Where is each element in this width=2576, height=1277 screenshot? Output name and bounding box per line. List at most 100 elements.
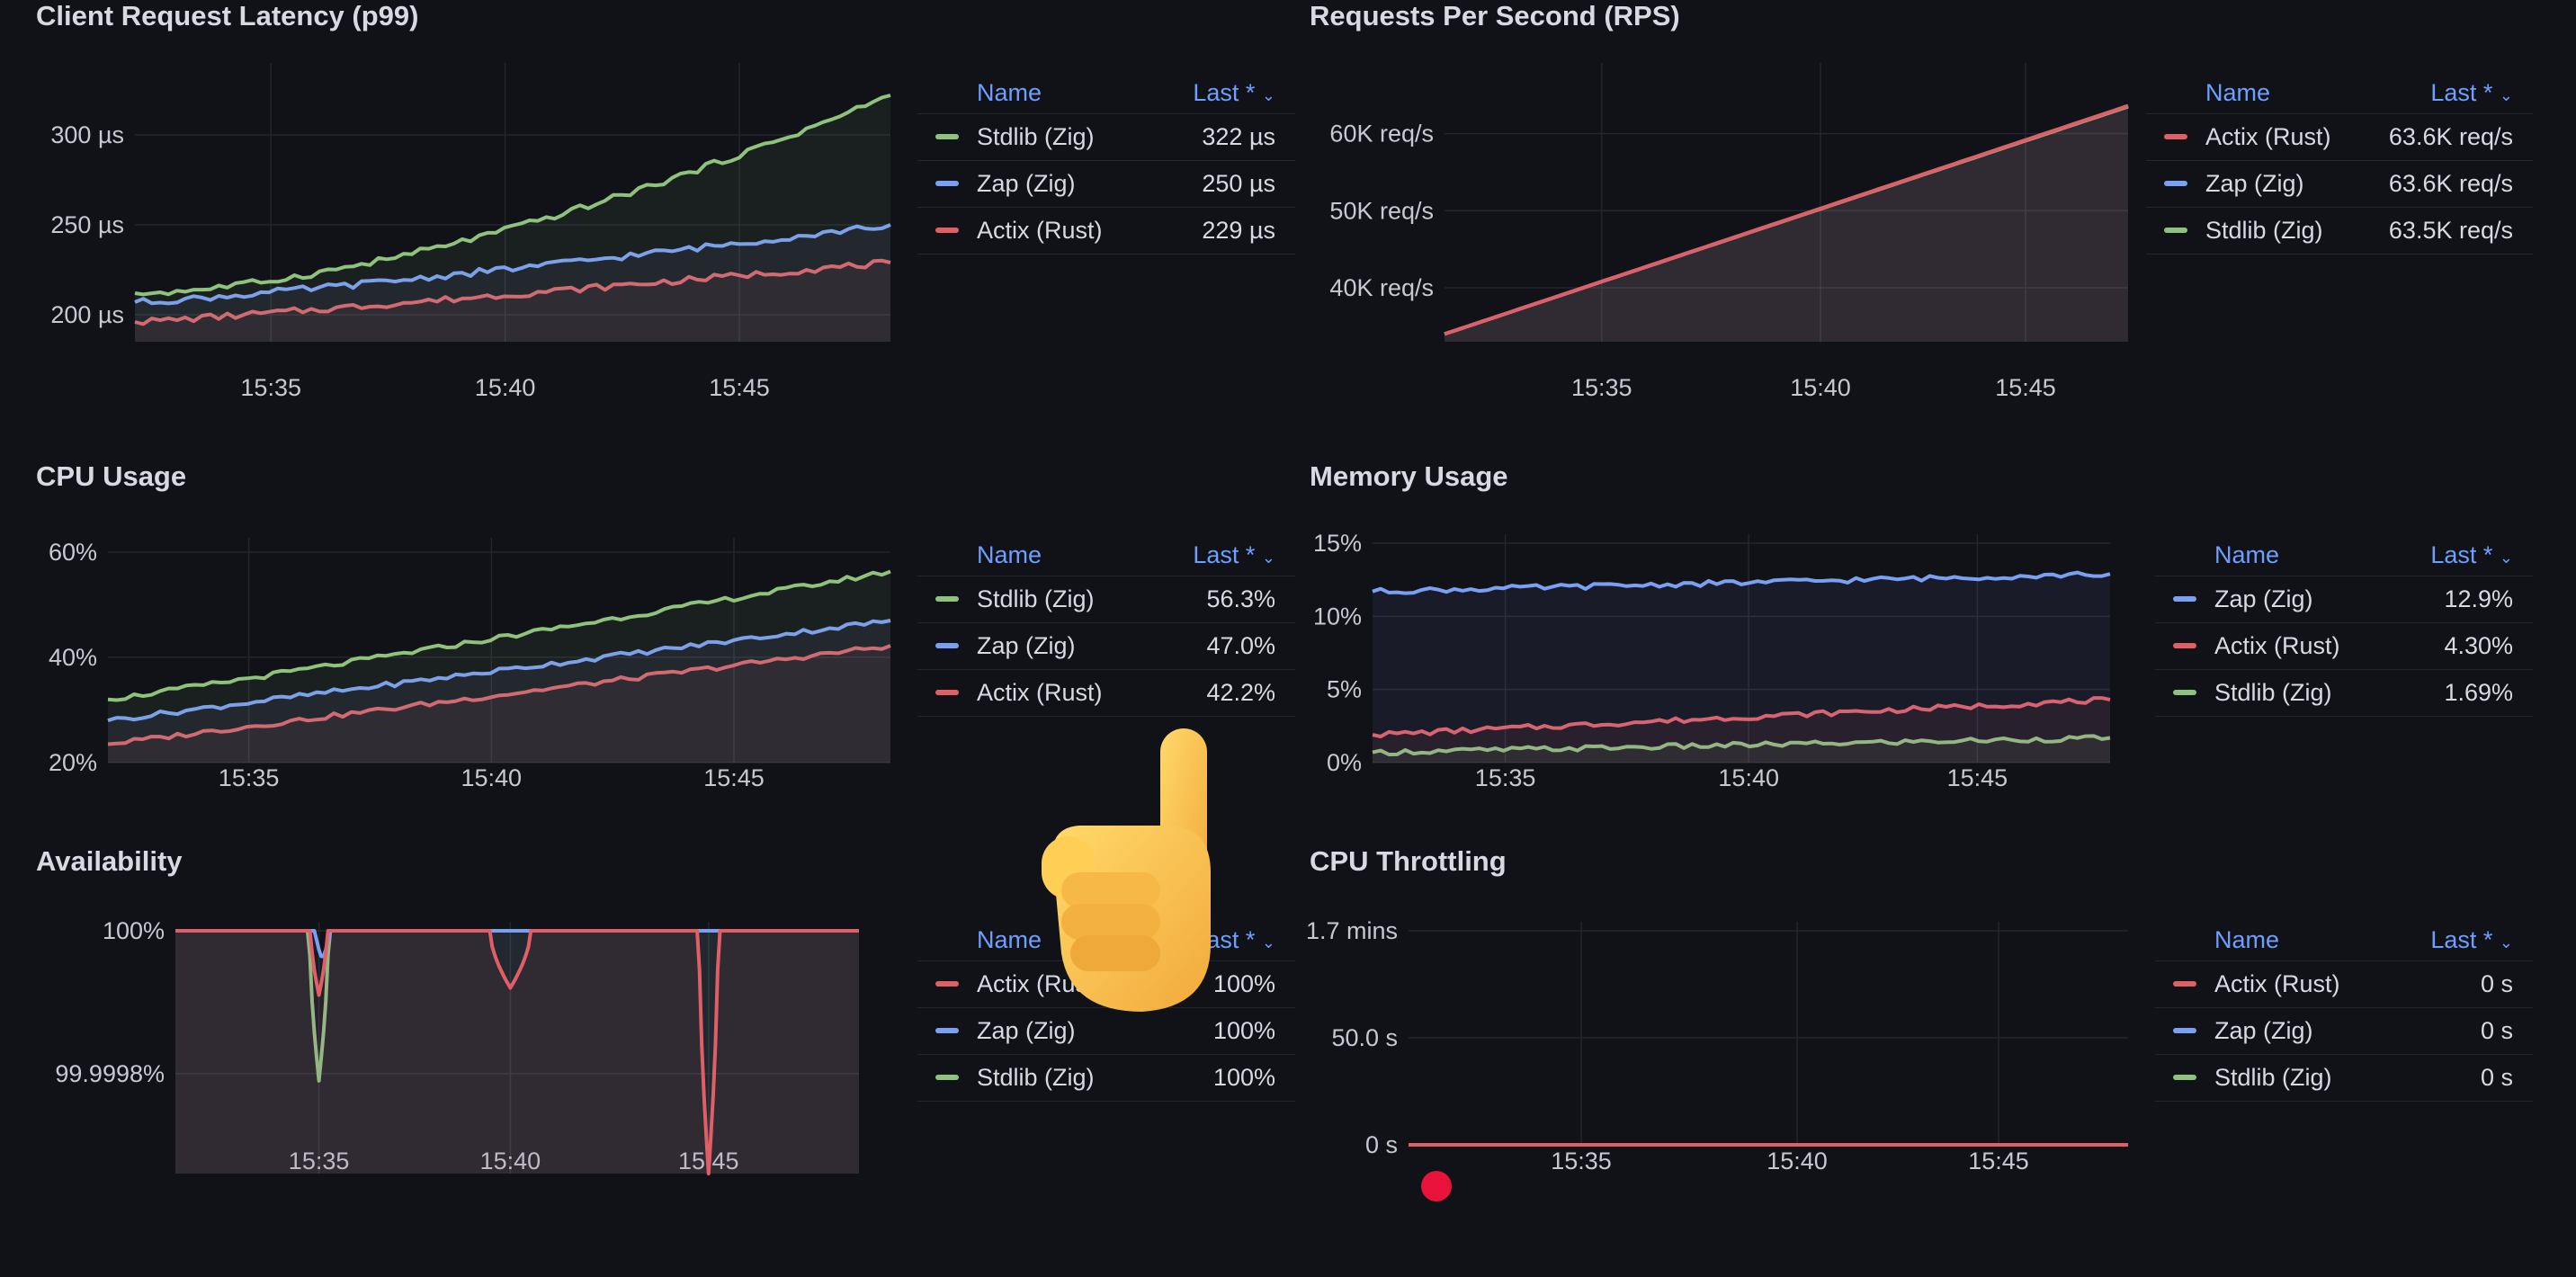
legend-series-value: 4.30% [2444,631,2513,659]
legend-row[interactable]: Stdlib (Zig) 322 µs [917,113,1295,161]
panel-title[interactable]: Memory Usage [1310,460,1508,492]
legend-row[interactable]: Zap (Zig) 100% [917,1007,1295,1055]
legend-series-value: 63.6K req/s [2388,122,2513,150]
legend-row[interactable]: Zap (Zig) 0 s [2155,1007,2533,1055]
series-area-zap-zig- [175,931,859,1174]
legend-series-value: 100% [1212,1063,1275,1091]
legend-row[interactable]: Actix (Rust) 4.30% [2155,622,2533,670]
series-swatch [2173,1028,2196,1033]
legend-header-name[interactable]: Name [2214,925,2280,953]
legend-header-name[interactable]: Name [977,78,1042,106]
series-line-zap-zig-[interactable] [107,619,891,723]
legend-row[interactable]: Zap (Zig) 12.9% [2155,576,2533,623]
series-line-stdlib-zig-[interactable] [107,569,891,702]
legend-row[interactable]: Stdlib (Zig) 56.3% [917,576,1295,623]
series-line-actix-rust-[interactable] [175,929,859,1175]
series-line-actix-rust-[interactable] [1444,103,2129,336]
series-swatch [2173,690,2196,695]
legend-series-name: Actix (Rust) [2214,969,2340,997]
series-line-actix-rust-[interactable] [134,258,891,326]
legend-header-name[interactable]: Name [977,540,1042,568]
legend-header-name[interactable]: Name [977,925,1042,953]
legend-header: Name Last * ⌄ [917,72,1295,114]
legend-table: Name Last * ⌄ Stdlib (Zig) 322 µs Zap (Zig) 2… [917,72,1295,255]
record-indicator [1421,1171,1452,1201]
chart-svg[interactable]: 20% 40% 60% 15:35 15:40 15:45 [36,460,1259,892]
legend-row[interactable]: Actix (Rust) 0 s [2155,960,2533,1008]
legend-series-value: 229 µs [1202,216,1275,244]
legend-row[interactable]: Stdlib (Zig) 100% [917,1054,1295,1102]
series-swatch [935,228,959,233]
y-tick-label: 5% [1327,676,1362,703]
panel-title[interactable]: Availability [36,845,183,877]
legend-table: Name Last * ⌄ Zap (Zig) 12.9% Actix (Rust) 4.… [2155,534,2533,717]
x-tick-label: 15:35 [1571,374,1632,401]
legend-row[interactable]: Actix (Rust) 42.2% [917,669,1295,717]
legend-table: Name Last * ⌄ Actix (Rust) 63.6K req/s Zap (… [2146,72,2533,255]
x-tick-label: 15:35 [240,374,301,401]
series-area-stdlib-zig- [1373,736,2110,763]
legend-series-name: Zap (Zig) [977,169,1076,197]
legend-series-name: Actix (Rust) [977,216,1103,244]
legend-series-value: 0 s [2480,969,2513,997]
legend-row[interactable]: Zap (Zig) 63.6K req/s [2146,160,2533,208]
series-area-zap-zig- [1373,572,2110,763]
panel-title[interactable]: CPU Usage [36,460,187,492]
series-area-actix-rust- [1445,105,2128,342]
series-swatch [935,181,959,186]
legend-header-last[interactable]: Last * ⌄ [2430,540,2513,568]
legend-series-name: Stdlib (Zig) [977,1063,1095,1091]
y-tick-label: 300 µs [50,121,124,148]
legend-series-value: 12.9% [2444,585,2513,612]
x-tick-label: 15:35 [1475,764,1536,791]
series-area-actix-rust- [175,931,859,1174]
series-swatch [2173,1075,2196,1080]
legend-row[interactable]: Stdlib (Zig) 63.5K req/s [2146,207,2533,255]
panel-title[interactable]: Client Request Latency (p99) [36,0,419,31]
series-line-stdlib-zig-[interactable] [1372,734,2111,756]
chart-svg[interactable]: 200 µs 250 µs 300 µs 15:35 15:40 15:45 [36,0,1259,432]
legend-series-value: 100% [1212,969,1275,997]
y-tick-label: 0 s [1365,1131,1398,1158]
chart-svg[interactable]: 100%99.9998%15:35 15:40 15:45 [36,845,1259,1277]
legend-header-last[interactable]: Last * ⌄ [2430,78,2513,106]
series-swatch [2173,596,2196,602]
x-tick-label: 15:45 [703,764,765,791]
legend-header-last[interactable]: Last * ⌄ [1193,540,1275,568]
panel-title[interactable]: CPU Throttling [1310,845,1507,877]
legend-series-value: 100% [1212,1016,1275,1044]
legend-header-name[interactable]: Name [2205,78,2271,106]
series-line-actix-rust-[interactable] [1372,696,2111,738]
legend-series-name: Zap (Zig) [977,1016,1076,1044]
legend-series-name: Zap (Zig) [2214,585,2313,612]
legend-row[interactable]: Stdlib (Zig) 1.69% [2155,669,2533,717]
legend-header-name[interactable]: Name [2214,540,2280,568]
legend-series-name: Zap (Zig) [2214,1016,2313,1044]
series-swatch [935,1075,959,1080]
series-line-actix-rust-[interactable] [107,644,891,746]
chart-svg[interactable]: 0 s 50.0 s 1.7 mins 15:35 15:40 15:45 [1306,845,2533,1277]
panel-title[interactable]: Requests Per Second (RPS) [1310,0,1680,31]
legend-row[interactable]: Actix (Rust) 63.6K req/s [2146,113,2533,161]
chart-svg[interactable]: 40K req/s 50K req/s 60K req/s 15:35 15:40 15:… [1310,0,2533,432]
legend-header-last[interactable]: Last * ⌄ [1193,78,1275,106]
chevron-down-icon: ⌄ [1261,548,1275,567]
legend-row[interactable]: Actix (Rust) 229 µs [917,207,1295,255]
series-line-zap-zig-[interactable] [134,223,891,306]
y-tick-label: 60% [49,539,97,566]
legend-header-last[interactable]: Last * ⌄ [2430,925,2513,953]
x-tick-label: 15:40 [1718,764,1779,791]
legend-row[interactable]: Stdlib (Zig) 0 s [2155,1054,2533,1102]
series-line-stdlib-zig-[interactable] [134,94,891,297]
legend-row[interactable]: Zap (Zig) 47.0% [917,622,1295,670]
legend-series-name: Stdlib (Zig) [2214,1063,2332,1091]
legend-header: Name Last * ⌄ [2155,919,2533,961]
series-line-zap-zig-[interactable] [1372,570,2111,595]
x-tick-label: 15:40 [461,764,523,791]
series-area-stdlib-zig- [175,931,859,1174]
x-tick-label: 15:35 [289,1148,350,1174]
chart-svg[interactable]: 0% 5% 10% 15% 15:35 15:40 15:45 [1310,460,2533,892]
legend-row[interactable]: Zap (Zig) 250 µs [917,160,1295,208]
series-swatch [2173,643,2196,648]
